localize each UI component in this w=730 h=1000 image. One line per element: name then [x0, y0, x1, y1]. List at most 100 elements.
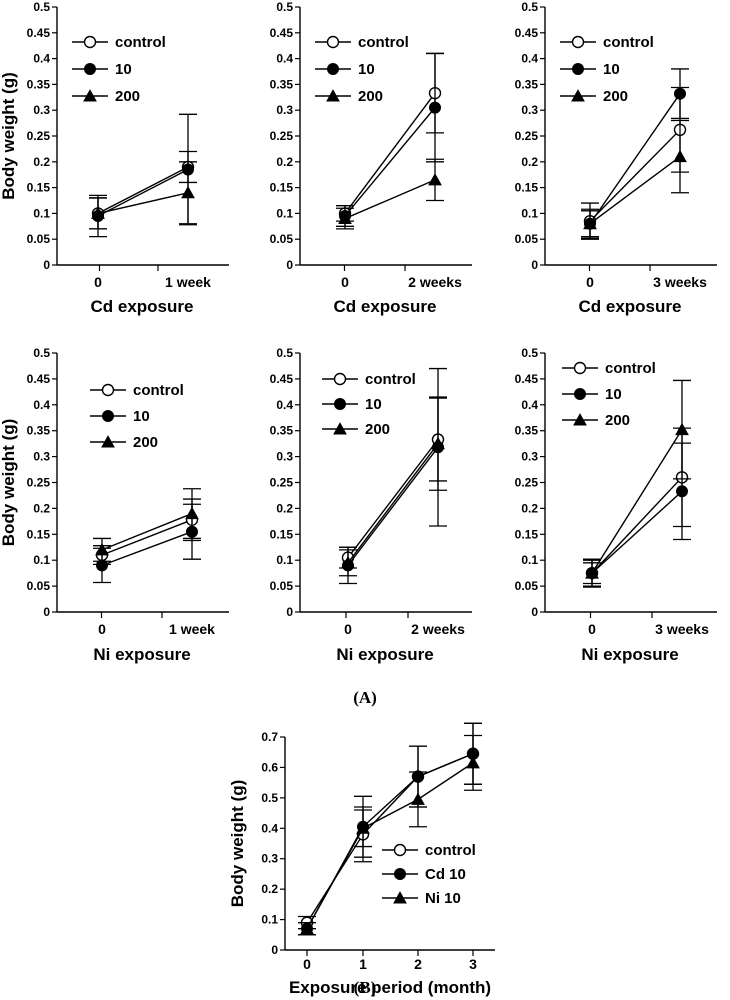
legend-label: Cd 10: [425, 866, 466, 883]
legend-label: 10: [358, 61, 375, 78]
legend-marker: [333, 422, 347, 435]
y-tick-label: 0.15: [27, 181, 51, 195]
chart-4: 0 0.05 0.1 0.15 0.2 0.25 0.3 0.35 0.4 0.45 0.5 0 1 w…: [0, 346, 229, 664]
x-tick-label: 0: [98, 621, 106, 637]
x-tick-label: 1 week: [165, 274, 211, 290]
series-10: [339, 367, 447, 585]
legend-marker: [573, 361, 587, 375]
y-tick-label: 0.45: [27, 372, 51, 386]
y-axis-label: Body weight (g): [0, 419, 18, 546]
y-tick-label: 0.1: [33, 206, 50, 220]
series-control: [339, 397, 447, 569]
series-10: [336, 52, 444, 227]
x-tick-label: 2: [414, 956, 422, 972]
y-tick-label: 0.05: [27, 232, 51, 246]
y-axis-label: Body weight (g): [0, 72, 18, 199]
chart-2: 0 0.05 0.1 0.15 0.2 0.25 0.3 0.35 0.4 0.45 0.5 0 2 w…: [270, 0, 472, 316]
data-point: [356, 821, 370, 834]
y-tick-label: 0.1: [276, 553, 293, 567]
legend-label: 200: [133, 434, 158, 451]
series-200: [93, 488, 201, 562]
legend: control 10 200: [315, 34, 409, 105]
legend-marker: [326, 35, 340, 49]
y-tick-label: 0.05: [515, 232, 539, 246]
legend-marker: [83, 35, 97, 49]
x-tick-label: 3: [469, 956, 477, 972]
y-tick-label: 0.1: [521, 553, 538, 567]
y-tick-label: 0.25: [27, 129, 51, 143]
y-tick-label: 0.2: [33, 155, 50, 169]
y-tick-label: 0.4: [521, 52, 538, 66]
y-tick-label: 0.4: [261, 821, 278, 835]
y-tick-label: 0.35: [270, 77, 294, 91]
y-tick-label: 0.2: [276, 501, 293, 515]
y-tick-label: 0.4: [521, 398, 538, 412]
y-tick-label: 0: [531, 258, 538, 272]
y-tick-label: 0.5: [33, 346, 50, 360]
legend-label: 200: [115, 88, 140, 105]
y-tick-label: 0.3: [276, 450, 293, 464]
y-tick-label: 0.05: [270, 579, 294, 593]
y-tick-label: 0.2: [521, 501, 538, 515]
x-axis-label: Ni exposure: [336, 645, 433, 664]
y-tick-label: 0.1: [521, 206, 538, 220]
x-tick-label: 3 weeks: [655, 621, 709, 637]
y-tick-label: 0.3: [521, 103, 538, 117]
series-line: [591, 490, 683, 574]
series-10: [581, 68, 689, 238]
y-tick-label: 0.3: [261, 852, 278, 866]
data-point: [466, 755, 480, 769]
legend-marker: [573, 413, 587, 426]
legend-label: 200: [603, 88, 628, 105]
legend-label: control: [133, 382, 184, 399]
legend-label: control: [365, 371, 416, 388]
x-axis-label: Cd exposure: [334, 297, 437, 316]
legend-label: 200: [358, 88, 383, 105]
x-tick-label: 0: [344, 621, 352, 637]
y-tick-label: 0.15: [270, 181, 294, 195]
series-ni-10: [298, 734, 482, 936]
y-tick-label: 0.3: [521, 450, 538, 464]
x-tick-label: 0: [588, 621, 596, 637]
y-tick-label: 0.35: [270, 424, 294, 438]
legend-marker: [571, 89, 585, 102]
y-tick-label: 0.7: [261, 730, 278, 744]
chart-5: 0 0.05 0.1 0.15 0.2 0.25 0.3 0.35 0.4 0.45 0.5 0 2 w…: [270, 346, 472, 664]
y-tick-label: 0.5: [33, 0, 50, 14]
data-point: [429, 101, 441, 114]
legend: control 10 200: [322, 371, 416, 438]
legend: control 10 200: [90, 382, 184, 451]
x-axis-label: Cd exposure: [91, 297, 194, 316]
legend-label: 10: [115, 61, 132, 78]
x-tick-label: 1 week: [169, 621, 215, 637]
y-tick-label: 0.5: [521, 0, 538, 14]
chart-3: 0 0.05 0.1 0.15 0.2 0.25 0.3 0.35 0.4 0.45 0.5 0 3 w…: [515, 0, 717, 316]
y-tick-label: 0.4: [276, 52, 293, 66]
series-line: [101, 519, 193, 556]
panel-label-b: (B): [354, 978, 377, 997]
y-axis-label: Body weight (g): [228, 780, 247, 907]
y-tick-label: 0.4: [33, 398, 50, 412]
data-point: [300, 921, 314, 935]
legend: control Cd 10 Ni 10: [382, 842, 476, 907]
legend-label: control: [425, 842, 476, 859]
series-line: [589, 93, 681, 225]
series-line: [347, 439, 439, 559]
y-tick-label: 0: [43, 258, 50, 272]
series-line: [589, 156, 681, 225]
series-control: [581, 86, 689, 240]
series-line: [347, 446, 439, 566]
y-tick-label: 0.5: [276, 346, 293, 360]
series-200: [339, 396, 447, 577]
x-tick-label: 2 weeks: [408, 274, 462, 290]
y-tick-label: 0.45: [515, 26, 539, 40]
y-tick-label: 0.1: [276, 206, 293, 220]
y-tick-label: 0.1: [33, 553, 50, 567]
legend-marker: [101, 435, 115, 448]
y-tick-label: 0.35: [27, 424, 51, 438]
x-tick-label: 0: [303, 956, 311, 972]
series-200: [89, 161, 197, 230]
y-tick-label: 0.35: [515, 424, 539, 438]
y-tick-label: 0.1: [261, 913, 278, 927]
